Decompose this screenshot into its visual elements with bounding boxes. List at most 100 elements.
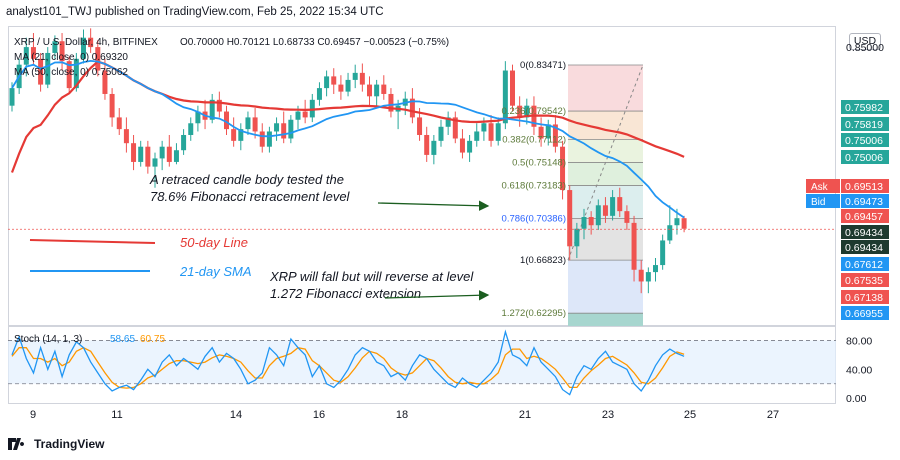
candle-body (602, 205, 608, 216)
price-tag-value: 0.67612 (845, 259, 883, 271)
price-tag-value: 0.69434 (845, 227, 883, 239)
tradingview-icon (8, 438, 25, 450)
stoch-k-line (11, 329, 685, 396)
candle-body (131, 143, 137, 162)
candle-body (681, 218, 687, 229)
price-tag-value: 0.67535 (845, 275, 883, 287)
fib-level-label: 0.382(0.77112) (502, 135, 566, 146)
x-tick-label: 9 (30, 409, 36, 421)
x-tick-label: 11 (111, 409, 122, 421)
legend-symbol: XRP / U.S. Dollar, 4h, BITFINEX (14, 37, 158, 48)
fib-zone (568, 139, 643, 163)
candle-body (266, 131, 272, 147)
candle-body (209, 99, 215, 120)
fib-trend-line (567, 64, 644, 261)
annotation-fall-line1: XRP will fall but will reverse at level (269, 269, 474, 284)
candle-body (316, 88, 322, 100)
candle-body (459, 138, 465, 153)
x-tick-label: 16 (313, 409, 325, 421)
publish-header: analyst101_TWJ published on TradingView.… (6, 6, 384, 18)
candle-body (331, 76, 337, 85)
x-tick-label: 25 (684, 409, 696, 421)
candle-body (30, 47, 36, 59)
candle-body (245, 117, 251, 130)
price-tag-value: 0.75819 (845, 119, 883, 131)
annotation-ma50-label: 50-day Line (180, 235, 248, 250)
candle-body (88, 37, 94, 48)
candle-body (488, 123, 494, 141)
price-tag-value: 0.69434 (845, 242, 883, 254)
price-tag-bg (841, 179, 889, 193)
price-tag-label-bg (806, 194, 840, 208)
candle-body (538, 126, 544, 139)
candle-body (624, 211, 630, 223)
candle-body (66, 61, 72, 89)
candle-body (381, 84, 387, 94)
candle-body (667, 225, 673, 241)
candle-body (145, 146, 151, 167)
candle-body (9, 88, 15, 106)
price-tag-bg (841, 133, 889, 147)
stoch-legend-name: Stoch (14, 1, 3) (14, 334, 82, 345)
candle-body (467, 140, 473, 153)
candle-body (231, 129, 237, 141)
candle-body (345, 79, 351, 92)
candle-body (445, 117, 451, 127)
price-tag-bg (841, 209, 889, 223)
candle-body (352, 72, 358, 80)
candle-body (152, 158, 158, 167)
candle-body (474, 131, 480, 141)
candle-body (73, 58, 79, 89)
price-tag-label-bg (806, 179, 840, 193)
stoch-band (8, 340, 836, 384)
candle-body (259, 131, 265, 147)
price-tag-bg (841, 290, 889, 304)
candle-body (595, 205, 601, 226)
price-tag-label: Bid (811, 197, 825, 208)
candle-body (181, 134, 187, 151)
candle-body (552, 124, 558, 147)
price-tag-label: Ask (811, 182, 829, 193)
main-pane-border (8, 26, 836, 326)
candle-body (238, 129, 244, 141)
candle-body (45, 52, 51, 85)
price-tag-value: 0.75006 (845, 135, 883, 147)
candle-body (452, 117, 458, 139)
candle-body (252, 117, 258, 132)
ma50-key-line (29, 239, 156, 244)
price-tag-value: 0.69473 (845, 196, 883, 208)
candle-body (109, 93, 115, 118)
brand-name: TradingView (34, 437, 105, 451)
currency-button[interactable]: USD (849, 33, 881, 50)
fib-zone (568, 260, 643, 314)
candle-body (631, 222, 637, 270)
legend-ma21: MA (21, close, 0) 0.69320 (14, 52, 128, 63)
candle-body (524, 105, 530, 118)
candle-body (95, 47, 101, 71)
candle-body (638, 269, 644, 282)
candle-body (567, 190, 573, 247)
fall-arrow (384, 290, 490, 301)
candle-body (224, 111, 229, 130)
x-tick-label: 21 (519, 409, 531, 421)
candle-body (417, 117, 423, 135)
legend-ohlc: O0.70000 H0.70121 L0.68733 C0.69457 −0.0… (180, 37, 449, 48)
candle-body (324, 76, 330, 89)
candle-body (495, 123, 501, 141)
candle-body (288, 119, 294, 139)
fib-zone (568, 65, 643, 112)
price-tag-bg (841, 225, 889, 239)
fib-zone (568, 313, 643, 326)
candle-body (359, 72, 365, 85)
fib-zone (568, 162, 643, 186)
annotation-fall-line2: 1.272 Fibonacci extension (270, 286, 421, 301)
tradingview-logo[interactable]: TradingView (8, 437, 104, 451)
candle-body (560, 146, 566, 191)
candle-body (588, 217, 594, 226)
candle-body (102, 70, 108, 94)
candle-body (610, 197, 616, 216)
retrace-arrow (377, 200, 490, 211)
candle-body (431, 140, 437, 155)
price-tag-bg (841, 257, 889, 271)
